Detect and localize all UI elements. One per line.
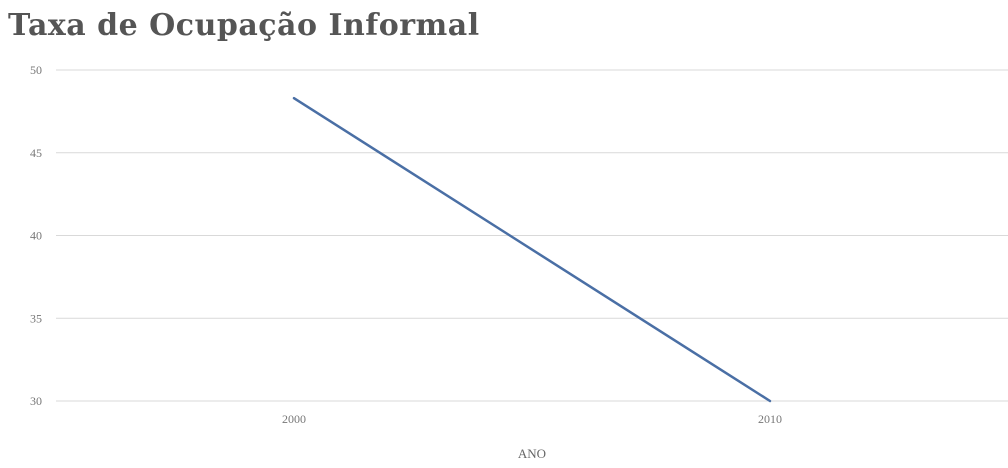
y-tick-label: 45	[30, 146, 42, 160]
x-tick-label: 2000	[282, 412, 306, 426]
series-line	[292, 96, 772, 403]
chart-title: Taxa de Ocupação Informal	[8, 8, 480, 43]
y-tick-label: 30	[30, 394, 42, 408]
x-axis-ticks: 2000 2010	[282, 412, 782, 426]
series-lines	[292, 96, 772, 403]
y-tick-label: 35	[30, 311, 42, 325]
y-axis-ticks: 30 35 40 45 50	[30, 63, 42, 408]
x-tick-label: 2010	[758, 412, 782, 426]
x-axis-label: ANO	[518, 446, 546, 461]
gridlines	[56, 69, 1008, 402]
y-tick-label: 50	[30, 63, 42, 77]
y-tick-label: 40	[30, 229, 42, 243]
